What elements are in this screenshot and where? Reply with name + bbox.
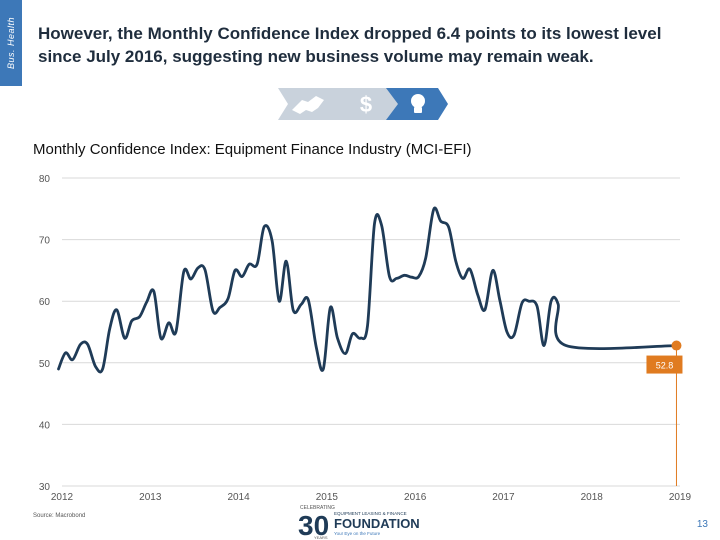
logo-celebrating: CELEBRATING <box>300 505 335 511</box>
logo-name: FOUNDATION <box>334 516 420 531</box>
x-tick-label: 2014 <box>227 492 250 503</box>
annotation-box <box>646 355 683 374</box>
gridlines <box>62 177 680 487</box>
logo-tagline: Your Eye on the Future <box>334 531 381 536</box>
section-tab-label: Bus. Health <box>6 16 16 70</box>
x-tick-label: 2017 <box>492 492 515 503</box>
x-tick-label: 2012 <box>51 492 74 503</box>
series-line <box>57 206 678 374</box>
x-tick-label: 2018 <box>581 492 604 503</box>
y-tick-label: 50 <box>39 359 51 370</box>
chart-title: Monthly Confidence Index: Equipment Fina… <box>33 141 472 158</box>
y-tick-label: 30 <box>39 482 51 493</box>
annotations: 52.8 <box>646 340 683 486</box>
logo-subtitle: EQUIPMENT LEASING & FINANCE <box>334 511 407 516</box>
y-axis-ticks: 30 40 50 60 70 80 <box>39 174 51 493</box>
lightbulb-icon <box>411 94 425 113</box>
dollar-icon: $ <box>360 92 372 117</box>
handshake-icon <box>292 96 324 114</box>
logo-years: YEARS <box>314 535 328 540</box>
x-tick-label: 2013 <box>139 492 162 503</box>
x-axis-ticks: 2012 2013 2014 2015 2016 2017 2018 2019 <box>51 492 692 503</box>
annotation-point <box>671 340 682 351</box>
logo-30: 30 <box>298 510 329 540</box>
x-tick-label: 2016 <box>404 492 427 503</box>
nav-step-dollar[interactable] <box>334 88 400 120</box>
series-lines <box>57 206 678 374</box>
x-tick-label: 2015 <box>316 492 339 503</box>
source-note: Source: Macrobond <box>33 513 86 519</box>
x-tick-label: 2019 <box>669 492 692 503</box>
section-tab: Bus. Health <box>0 0 22 86</box>
section-nav: $ <box>278 88 448 120</box>
foundation-logo: CELEBRATING 30 YEARS EQUIPMENT LEASING &… <box>298 505 420 540</box>
y-tick-label: 80 <box>39 174 51 185</box>
y-tick-label: 40 <box>39 420 51 431</box>
slide-headline: However, the Monthly Confidence Index dr… <box>38 24 662 66</box>
page-number: 13 <box>696 519 708 530</box>
y-tick-label: 70 <box>39 236 51 247</box>
y-tick-label: 60 <box>39 297 51 308</box>
annotation-label: 52.8 <box>656 361 674 371</box>
